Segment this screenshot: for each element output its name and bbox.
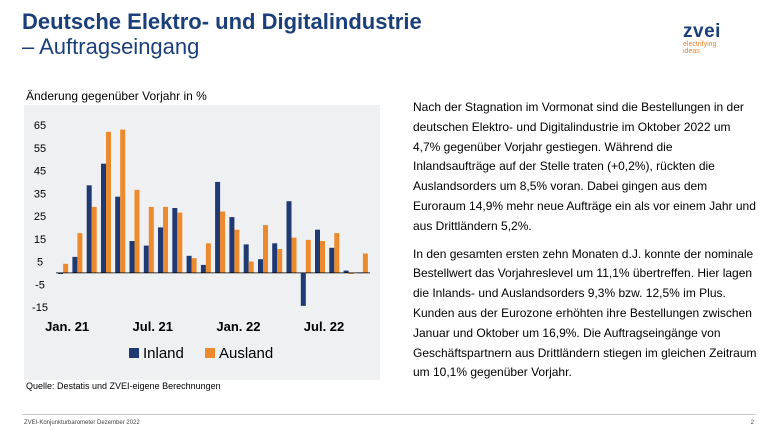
y-tick-label: 25: [34, 211, 46, 223]
bar-inland: [58, 272, 64, 274]
bar-ausland: [77, 233, 83, 273]
bar-inland: [101, 163, 106, 273]
bar-inland: [129, 241, 135, 273]
logo-word: zvei: [683, 21, 721, 42]
y-tick-label: 55: [34, 143, 46, 155]
bar-inland: [272, 243, 278, 273]
bar-inland: [229, 217, 235, 273]
bar-ausland: [134, 189, 140, 273]
bar-inland: [143, 245, 149, 273]
bar-ausland: [63, 263, 69, 273]
bar-ausland: [234, 229, 240, 273]
bar-ausland: [148, 206, 154, 273]
bar-ausland: [220, 211, 226, 273]
bar-inland: [86, 185, 92, 273]
logo-tagline-1: electrifying: [683, 41, 717, 48]
bar-ausland: [91, 206, 97, 273]
legend-swatch-ausland: [205, 348, 215, 358]
bar-ausland: [362, 253, 368, 273]
bar-ausland: [334, 233, 340, 273]
bar-ausland: [120, 129, 126, 273]
bar-ausland: [106, 131, 111, 273]
y-tick-label: 5: [37, 257, 43, 269]
y-tick-label: 35: [34, 188, 46, 200]
bar-inland: [186, 255, 192, 273]
y-tick-label: -5: [35, 279, 45, 291]
page-number: 2: [750, 420, 754, 426]
y-tick-label: 15: [34, 234, 46, 246]
legend-label-inland: Inland: [143, 345, 184, 362]
bar-ausland: [291, 237, 297, 273]
bar-inland: [158, 227, 163, 273]
bar-ausland: [248, 261, 254, 273]
slide-subtitle: – Auftragseingang: [22, 34, 200, 59]
bar-ausland: [320, 241, 325, 273]
text-column: Nach der Stagnation im Vormonat sind die…: [413, 98, 758, 391]
x-tick-label: Jan. 21: [45, 319, 89, 334]
bar-inland: [115, 196, 121, 273]
bar-inland: [329, 247, 335, 273]
bar-ausland: [205, 243, 211, 273]
bar-ausland: [305, 239, 311, 273]
paragraph-2: In den gesamten ersten zehn Monaten d.J.…: [413, 246, 757, 380]
bar-inland: [258, 259, 263, 273]
order-intake-chart: -15 -5 5 15 25 35 45 55 65 Jan. 21 Jul. 21 Jan. 22 J…: [32, 120, 370, 362]
zvei-logo: zvei electrifying ideas: [683, 22, 743, 55]
x-tick-label: Jul. 21: [133, 319, 173, 334]
logo-tagline-2: ideas: [683, 48, 700, 55]
paragraph-1: Nach der Stagnation im Vormonat sind die…: [413, 100, 756, 233]
bar-ausland: [263, 225, 268, 273]
legend-label-ausland: Ausland: [219, 345, 273, 362]
bar-inland: [343, 270, 349, 273]
bar-inland: [286, 201, 292, 273]
chart-heading: Änderung gegenüber Vorjahr in %: [26, 89, 207, 103]
source-note: Quelle: Destatis und ZVEI-eigene Berechn…: [26, 381, 221, 391]
x-tick-label: Jan. 22: [216, 319, 260, 334]
footer-label: ZVEI-Konjunkturbarometer Dezember 2022: [24, 420, 140, 426]
bar-inland: [215, 181, 221, 273]
y-tick-label: 45: [34, 166, 46, 178]
chart-panel: -15 -5 5 15 25 35 45 55 65 Jan. 21 Jul. 21 Jan. 22 J…: [24, 105, 380, 380]
bar-inland: [243, 244, 249, 273]
legend-swatch-inland: [129, 348, 139, 358]
bar-ausland: [177, 212, 183, 273]
bar-ausland: [191, 258, 197, 273]
bar-ausland: [277, 249, 283, 273]
bar-ausland: [348, 272, 354, 274]
bar-inland: [172, 208, 178, 273]
slide-title: Deutsche Elektro- und Digitalindustrie: [22, 9, 422, 34]
x-tick-label: Jul. 22: [304, 319, 344, 334]
y-tick-label: 65: [34, 120, 46, 132]
bar-ausland: [163, 206, 168, 273]
bar-inland: [315, 229, 320, 273]
bar-inland: [300, 272, 306, 306]
footer-divider: [22, 414, 756, 415]
bar-inland: [200, 264, 206, 273]
bar-inland: [72, 256, 78, 273]
y-tick-label: -15: [32, 302, 48, 314]
